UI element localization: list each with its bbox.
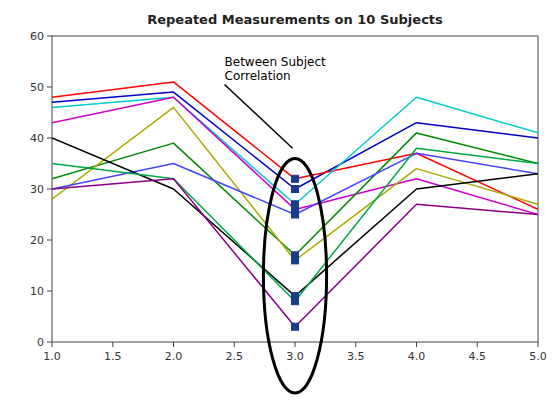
plot-data [52, 82, 538, 330]
y-tick [47, 240, 52, 241]
series-line [52, 107, 538, 260]
series-marker [292, 211, 299, 218]
y-tick [47, 291, 52, 292]
series-marker [292, 186, 299, 193]
annotation-arrow [225, 84, 293, 148]
y-tick-label: 30 [30, 183, 44, 196]
annotation-line: Correlation [225, 69, 291, 83]
x-tick [295, 342, 296, 347]
series-marker [292, 323, 299, 330]
x-tick-label: 4.5 [469, 350, 487, 363]
x-tick-label: 1.5 [104, 350, 122, 363]
x-tick [52, 342, 53, 347]
series-marker [292, 298, 299, 305]
x-tick [538, 342, 539, 347]
series-line [52, 133, 538, 255]
x-tick [173, 342, 174, 347]
y-tick [47, 138, 52, 139]
x-tick-label: 2.5 [226, 350, 244, 363]
y-tick-label: 20 [30, 234, 44, 247]
x-tick-label: 4.0 [408, 350, 426, 363]
y-tick-label: 40 [30, 132, 44, 145]
series-marker [292, 175, 299, 182]
x-tick [416, 342, 417, 347]
x-tick-label: 2.0 [165, 350, 183, 363]
annotation-text: Between SubjectCorrelation [225, 55, 326, 83]
y-tick-label: 0 [37, 336, 44, 349]
x-tick-label: 1.0 [43, 350, 61, 363]
y-tick-label: 50 [30, 81, 44, 94]
series-marker [292, 257, 299, 264]
x-tick [477, 342, 478, 347]
x-tick-label: 3.5 [347, 350, 365, 363]
y-tick [47, 342, 52, 343]
series-line [52, 97, 538, 204]
chart: 1.0 1.5 2.0 2.5 3.0 3.5 4.0 4.5 5.0 0 10 20 30 40 50 60… [0, 0, 560, 420]
series-line [52, 138, 538, 296]
y-tick [47, 189, 52, 190]
x-tick [112, 342, 113, 347]
series-line [52, 97, 538, 214]
series-line [52, 179, 538, 327]
annotation-line: Between Subject [225, 55, 326, 69]
series-line [52, 148, 538, 301]
y-tick-label: 10 [30, 285, 44, 298]
plot-frame [52, 36, 538, 342]
title: Repeated Measurements on 10 Subjects [147, 12, 443, 27]
plot-background [52, 36, 538, 342]
y-tick [47, 36, 52, 37]
highlight-ellipse [263, 158, 326, 393]
y-tick [47, 87, 52, 88]
x-tick-label: 5.0 [529, 350, 547, 363]
series-line [52, 153, 538, 214]
x-tick [355, 342, 356, 347]
x-tick-label: 3.0 [286, 350, 304, 363]
x-tick [234, 342, 235, 347]
y-tick-label: 60 [30, 30, 44, 43]
